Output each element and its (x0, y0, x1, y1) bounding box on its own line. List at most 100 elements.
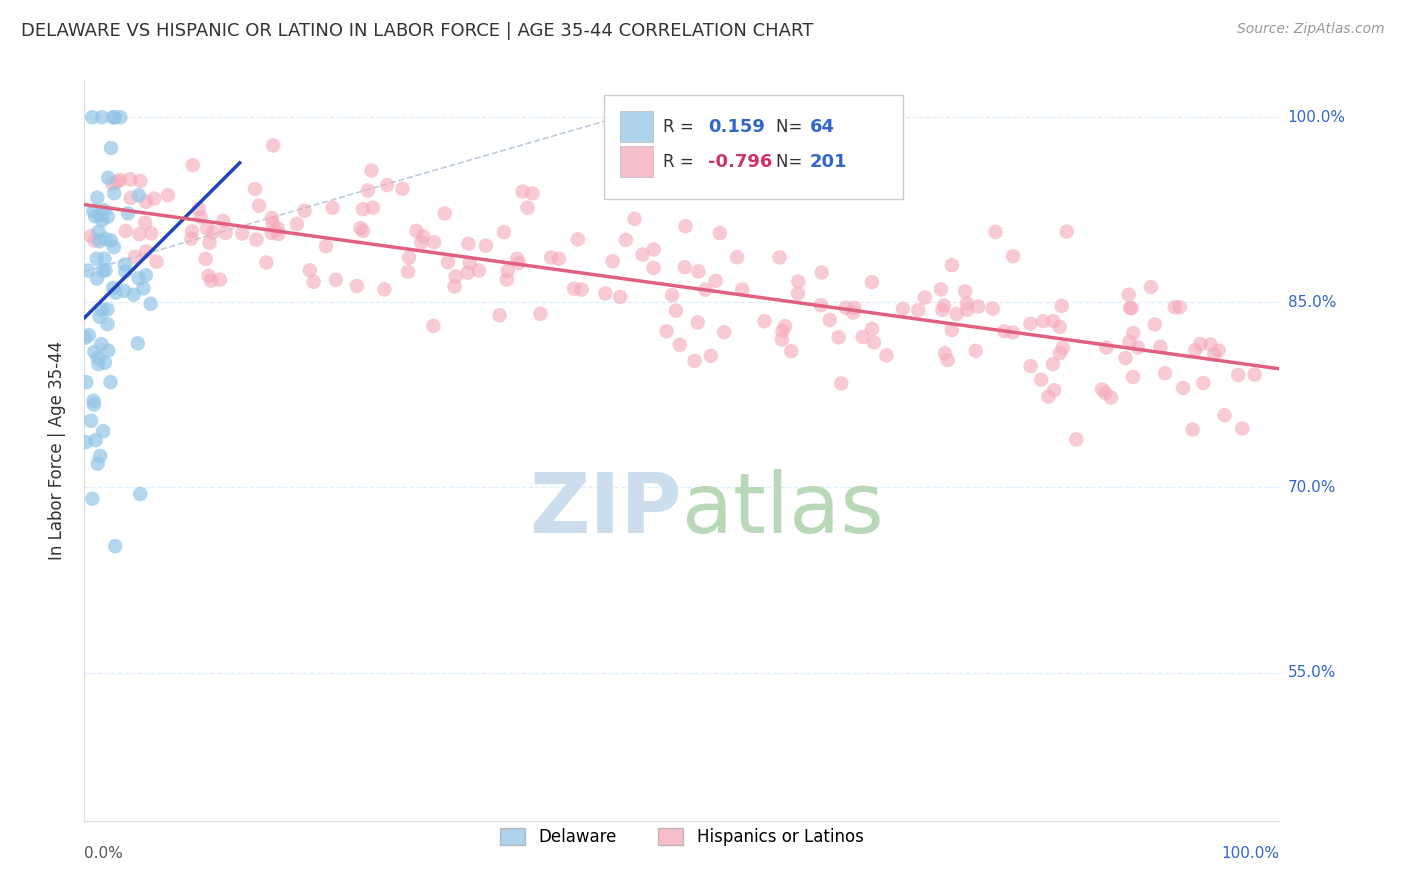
Point (212, 214, 235, 228)
Point (967, 300, 990, 314)
Point (623, 211, 645, 226)
Point (375, 178, 398, 192)
Point (298, 263, 321, 277)
Point (315, 239, 337, 253)
Point (129, 487, 152, 501)
Point (103, 111, 125, 125)
Point (1094, 386, 1116, 401)
Point (754, 314, 776, 328)
Point (1168, 300, 1191, 314)
Point (1149, 340, 1171, 354)
Point (114, 264, 136, 278)
Point (243, 182, 266, 196)
Point (86, 191, 108, 205)
Point (90, 337, 112, 351)
Point (86, 457, 108, 471)
Point (180, 232, 202, 246)
Point (1032, 314, 1054, 328)
Text: 70.0%: 70.0% (1288, 480, 1336, 495)
Point (83, 398, 105, 412)
Point (75, 375, 97, 389)
Text: atlas: atlas (682, 469, 883, 550)
Point (1163, 300, 1185, 314)
Point (529, 307, 551, 321)
Point (1227, 368, 1250, 382)
Point (1099, 391, 1122, 405)
Point (214, 226, 236, 240)
Point (770, 333, 793, 347)
Point (101, 281, 124, 295)
Point (965, 343, 987, 358)
Text: DELAWARE VS HISPANIC OR LATINO IN LABOR FORCE | AGE 35-44 CORRELATION CHART: DELAWARE VS HISPANIC OR LATINO IN LABOR … (21, 22, 814, 40)
Text: N=: N= (776, 153, 808, 170)
Point (122, 287, 145, 301)
Point (1199, 337, 1222, 351)
Point (322, 201, 344, 215)
Point (104, 539, 127, 553)
Point (860, 275, 883, 289)
Point (96, 302, 118, 317)
Point (984, 225, 1007, 239)
Point (247, 199, 270, 213)
Text: 100.0%: 100.0% (1288, 110, 1346, 125)
Point (932, 298, 955, 312)
Point (103, 186, 125, 201)
Point (94, 232, 117, 246)
Point (914, 291, 936, 305)
Point (89, 234, 111, 248)
Point (810, 265, 832, 279)
Point (132, 281, 155, 295)
Point (97, 210, 120, 224)
Point (112, 284, 135, 298)
Point (114, 258, 136, 272)
Point (842, 305, 865, 319)
Point (181, 224, 204, 238)
Point (91, 263, 114, 277)
Point (197, 268, 219, 283)
Point (931, 303, 953, 318)
Point (1118, 334, 1140, 349)
Point (709, 226, 731, 240)
Point (863, 335, 886, 350)
Point (254, 255, 277, 269)
Point (134, 216, 156, 230)
Point (1154, 366, 1177, 380)
Point (953, 285, 976, 299)
Point (713, 325, 735, 339)
Point (562, 282, 585, 296)
Text: 0.0%: 0.0% (84, 846, 124, 861)
Point (93, 252, 115, 266)
Point (907, 303, 929, 318)
Point (595, 286, 617, 301)
Point (661, 288, 683, 302)
Point (602, 254, 624, 268)
Point (89, 449, 111, 463)
Point (231, 227, 253, 241)
Point (110, 111, 132, 125)
Point (91, 213, 114, 227)
Point (506, 252, 529, 266)
Point (325, 273, 347, 287)
Point (120, 191, 142, 205)
Point (488, 308, 510, 322)
Point (1232, 422, 1254, 436)
Point (127, 336, 149, 351)
Point (391, 182, 413, 196)
Point (346, 279, 368, 293)
Point (194, 252, 217, 266)
Point (673, 260, 696, 275)
Point (91, 111, 114, 125)
Point (101, 111, 124, 125)
Point (97, 170, 120, 185)
Point (120, 172, 142, 186)
Point (631, 247, 654, 261)
Point (444, 269, 467, 284)
Text: -0.796: -0.796 (709, 153, 772, 170)
Point (773, 319, 796, 334)
Point (695, 283, 717, 297)
Point (195, 221, 218, 235)
Text: N=: N= (776, 118, 808, 136)
Point (80, 229, 103, 244)
Point (700, 349, 723, 363)
Point (1140, 280, 1163, 294)
